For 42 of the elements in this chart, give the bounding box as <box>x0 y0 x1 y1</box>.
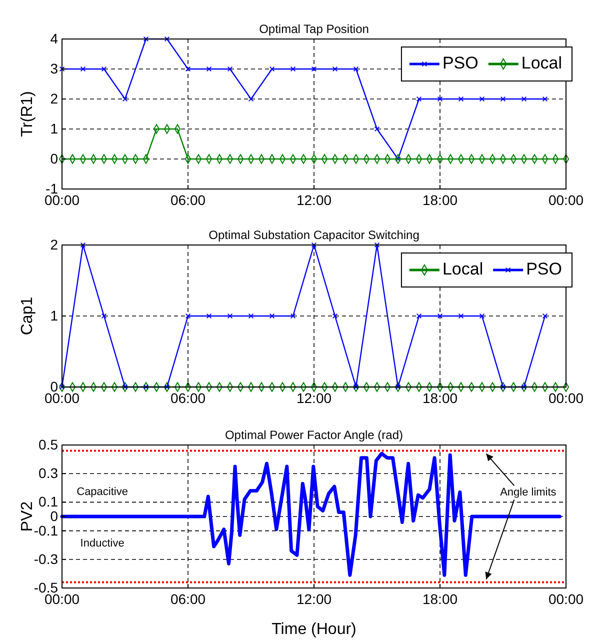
chart-title: Optimal Substation Capacitor Switching <box>208 228 420 242</box>
y-tick-label: 0 <box>50 508 58 524</box>
annotation: Capacitive <box>76 486 128 498</box>
y-tick-label: 0.1 <box>38 494 58 510</box>
y-tick-label: 0.5 <box>38 436 58 452</box>
y-tick-label: -0.5 <box>34 579 58 596</box>
x-tick-label: 06:00 <box>170 390 206 406</box>
annotation: Inductive <box>80 538 124 550</box>
x-tick-label: 18:00 <box>422 590 458 607</box>
y-axis-title: Tr(R1) <box>19 91 36 137</box>
x-tick-label: 06:00 <box>170 590 206 607</box>
legend-label: Local <box>442 259 484 278</box>
y-tick-label: 3 <box>50 60 58 76</box>
x-tick-label: 18:00 <box>422 390 458 406</box>
y-tick-label: -0.3 <box>34 550 58 567</box>
legend-label: PSO <box>526 259 562 278</box>
x-tick-label: 00:00 <box>548 590 584 607</box>
y-tick-label: 0.3 <box>38 465 58 482</box>
legend-label: Local <box>521 53 562 72</box>
chart-title: Optimal Tap Position <box>259 22 369 36</box>
legend-label: PSO <box>442 53 478 72</box>
y-tick-label: 0 <box>50 378 58 394</box>
x-tick-label: 00:00 <box>548 192 584 208</box>
y-axis-title: PV2 <box>19 501 36 532</box>
x-tick-label: 12:00 <box>296 192 332 208</box>
chart-title: Optimal Power Factor Angle (rad) <box>224 428 404 442</box>
y-tick-label: 2 <box>50 236 58 252</box>
x-tick-label: 18:00 <box>422 192 458 208</box>
y-tick-label: 1 <box>50 120 58 136</box>
y-tick-label: -1 <box>46 180 58 196</box>
x-tick-label: 12:00 <box>296 590 332 607</box>
y-tick-label: 2 <box>50 90 58 106</box>
y-tick-label: -0.1 <box>34 522 58 538</box>
y-tick-label: 0 <box>50 150 58 166</box>
x-tick-label: 06:00 <box>170 192 206 208</box>
x-tick-label: 12:00 <box>296 390 332 406</box>
annotation: Angle limits <box>500 486 557 499</box>
x-tick-label: 00:00 <box>548 390 584 406</box>
y-axis-title: Cap1 <box>19 296 36 336</box>
y-tick-label: 1 <box>50 307 58 324</box>
x-axis-title: Time (Hour) <box>272 621 356 638</box>
y-tick-label: 4 <box>50 30 58 46</box>
